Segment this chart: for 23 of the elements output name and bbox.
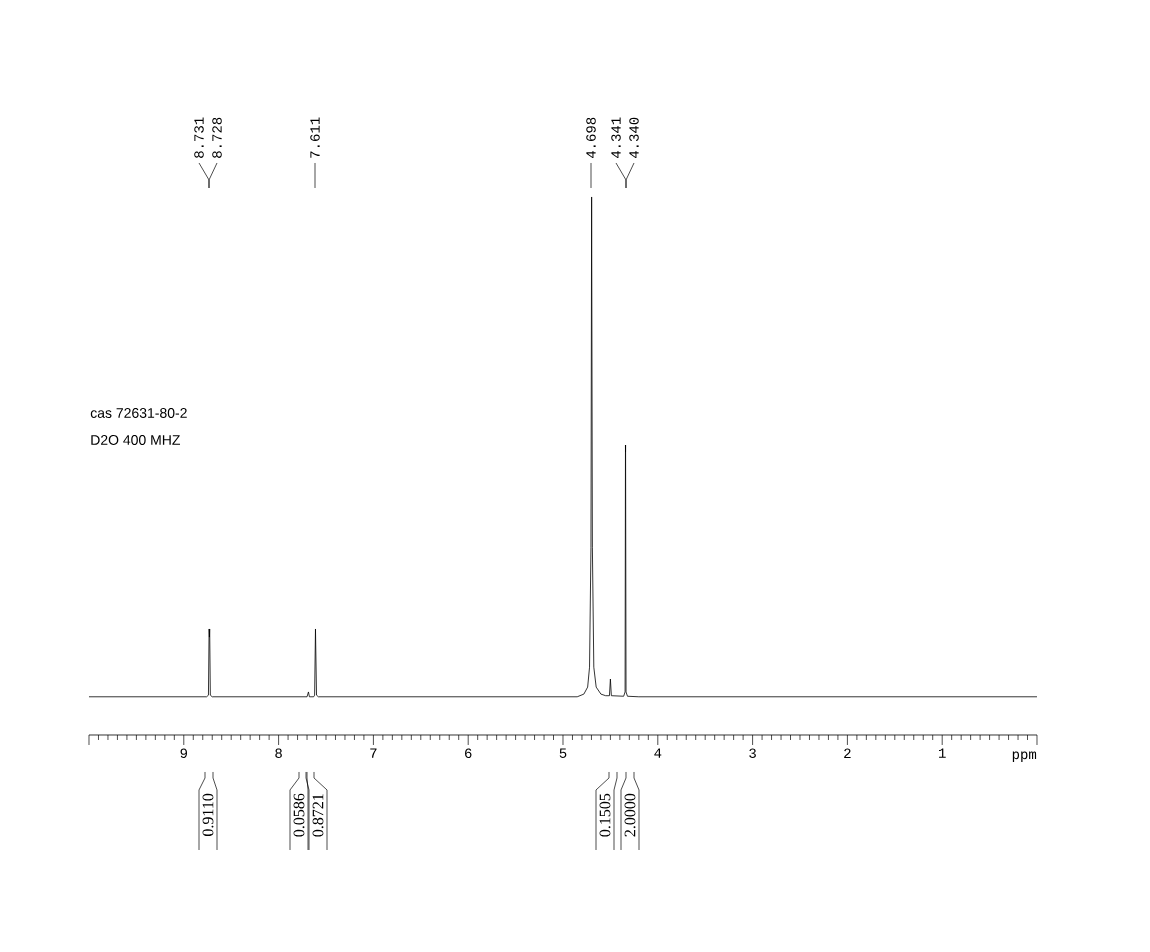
- x-tick-label: 9: [180, 748, 188, 759]
- text: 8.728: [212, 117, 222, 158]
- x-tick-label: 4: [654, 748, 662, 758]
- annotation: cas 72631-80-2: [90, 408, 187, 418]
- text: 0.1505: [599, 793, 611, 837]
- text: 0.0586: [293, 793, 305, 837]
- x-tick-label: 6: [465, 748, 472, 759]
- x-tick-label: 7: [370, 748, 377, 758]
- text: 4.340: [629, 117, 639, 159]
- text: 0.8721: [312, 794, 324, 837]
- x-tick-label: 2: [844, 748, 851, 758]
- x-tick-label: 8: [275, 748, 282, 759]
- text: 2.0000: [624, 793, 636, 837]
- x-tick-label: 3: [749, 748, 756, 759]
- text: 0.9110: [202, 793, 214, 836]
- x-tick-label: 1: [939, 748, 946, 758]
- x-tick-label: 5: [559, 748, 567, 758]
- text: 7.611: [310, 117, 320, 158]
- x-axis-title: ppm: [1012, 751, 1037, 762]
- annotation: D2O 400 MHZ: [91, 435, 181, 445]
- text: 8.731: [194, 117, 204, 158]
- text: 4.698: [586, 117, 596, 159]
- text: 4.341: [611, 117, 621, 159]
